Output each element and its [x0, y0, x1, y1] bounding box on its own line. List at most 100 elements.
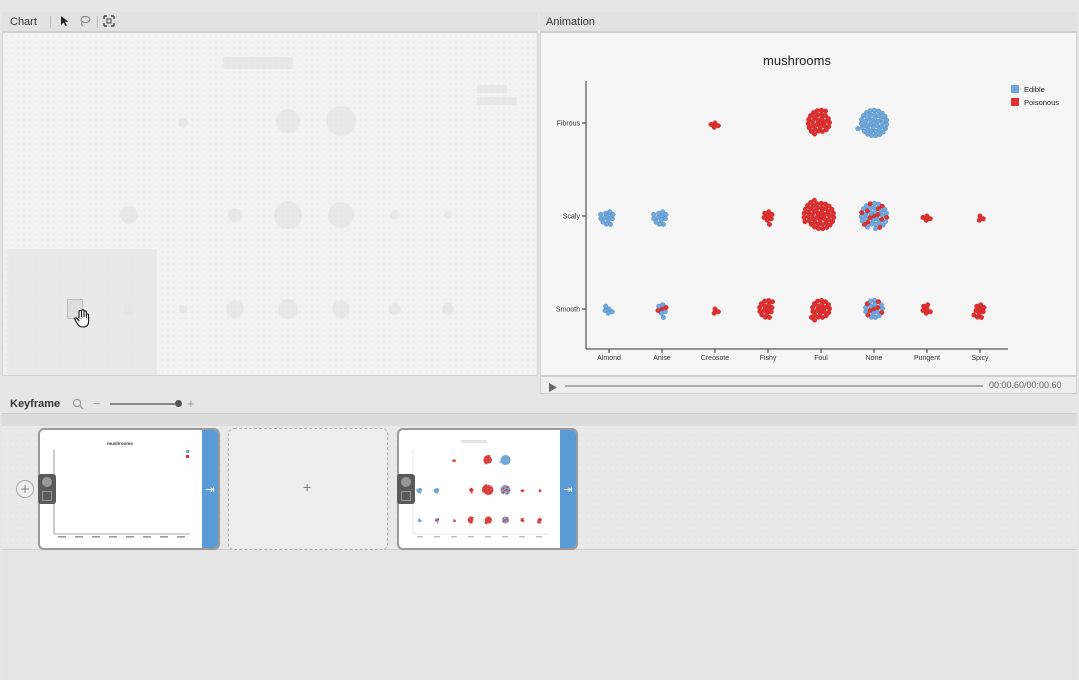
data-point — [660, 314, 666, 320]
data-point — [507, 492, 510, 494]
play-icon[interactable] — [548, 380, 558, 398]
data-point — [867, 201, 873, 207]
data-point — [808, 221, 814, 227]
data-point — [598, 211, 604, 217]
data-point — [469, 516, 471, 519]
data-point — [484, 461, 487, 464]
data-point — [490, 492, 493, 494]
add-track-button[interactable] — [16, 480, 34, 498]
data-point — [805, 214, 811, 220]
chart-panel-title: Chart — [10, 16, 37, 28]
x-tick-label: Spicy — [971, 355, 989, 362]
data-point — [486, 516, 489, 519]
playback-time: 00:00.60/00:00.60 — [989, 380, 1062, 390]
data-point — [855, 126, 861, 132]
data-point — [663, 305, 669, 311]
data-point — [486, 486, 489, 489]
keyframe-1[interactable]: mushrooms ⇥ — [38, 428, 220, 550]
keyframe-1-transition-icon[interactable]: ⇥ — [202, 430, 218, 548]
data-point — [766, 209, 772, 215]
keyframe-panel-header: Keyframe − + — [2, 394, 1077, 414]
data-point — [976, 217, 982, 223]
chart-canvas[interactable] — [2, 32, 538, 376]
data-point — [436, 517, 439, 520]
data-clusters — [598, 107, 987, 323]
data-point — [801, 210, 807, 216]
timeline-track[interactable] — [565, 385, 983, 387]
data-point — [814, 121, 820, 127]
data-point — [808, 206, 814, 212]
data-point — [880, 222, 886, 228]
data-point — [827, 306, 833, 312]
legend-label-edible: Edible — [1024, 85, 1045, 94]
data-point — [805, 121, 811, 127]
legend: Edible Poisonous — [1011, 85, 1059, 107]
keyframe-panel-title: Keyframe — [10, 398, 61, 410]
data-point — [490, 519, 493, 521]
empty-area — [2, 550, 1077, 680]
data-point — [883, 126, 889, 132]
data-point — [508, 488, 511, 490]
data-point — [536, 521, 539, 523]
select-arrow-icon[interactable] — [58, 15, 72, 29]
animation-panel-header: Animation — [540, 12, 1077, 32]
data-point — [506, 485, 508, 487]
zoom-out-button[interactable]: − — [93, 396, 101, 411]
data-point — [505, 463, 507, 466]
data-point — [827, 222, 833, 228]
keyframe-2[interactable]: ⇥ — [397, 428, 578, 550]
data-point — [418, 518, 420, 520]
keyframe-1-handle[interactable] — [38, 474, 56, 504]
data-point — [868, 133, 874, 139]
lasso-icon[interactable] — [78, 15, 92, 29]
zoom-slider-handle[interactable] — [175, 400, 182, 407]
data-point — [501, 486, 503, 489]
keyframe-2-handle[interactable] — [397, 474, 415, 504]
add-keyframe-icon: + — [303, 479, 312, 495]
zoom-search-icon[interactable] — [72, 397, 84, 417]
data-point — [485, 522, 488, 525]
data-point — [507, 455, 510, 458]
data-point — [806, 125, 812, 131]
data-point — [486, 493, 489, 495]
legend-swatch-poisonous — [1011, 98, 1019, 106]
zoom-slider-track[interactable] — [110, 403, 180, 405]
data-point — [436, 521, 439, 524]
data-point — [876, 201, 882, 207]
data-point — [484, 521, 487, 524]
data-point — [417, 519, 420, 522]
data-point — [971, 312, 977, 318]
data-point — [501, 456, 503, 459]
fit-icon[interactable] — [102, 15, 116, 29]
data-point — [486, 459, 488, 462]
data-point — [812, 131, 818, 137]
data-point — [663, 212, 669, 218]
data-point — [830, 210, 836, 216]
data-point — [503, 463, 506, 465]
data-point — [865, 224, 871, 230]
data-point — [470, 491, 473, 494]
data-point — [500, 489, 503, 492]
data-point — [508, 458, 511, 460]
x-tick-label: None — [866, 355, 883, 362]
x-tick-label: Almond — [597, 355, 621, 362]
data-point — [802, 219, 808, 225]
data-point — [823, 127, 829, 133]
data-point — [507, 462, 510, 464]
chart-panel-header: Chart — [2, 12, 538, 32]
data-point — [605, 310, 611, 316]
data-point — [520, 489, 523, 492]
data-point — [453, 460, 455, 463]
legend-label-poisonous: Poisonous — [1024, 98, 1059, 107]
data-point — [978, 302, 984, 308]
data-point — [883, 219, 889, 225]
data-point — [867, 108, 873, 114]
data-point — [503, 489, 506, 492]
data-point — [504, 454, 507, 457]
data-point — [876, 313, 882, 319]
data-point — [471, 516, 474, 519]
add-keyframe-slot[interactable]: + — [228, 428, 388, 550]
data-point — [815, 226, 821, 232]
zoom-in-button[interactable]: + — [187, 396, 195, 411]
keyframe-2-transition-icon[interactable]: ⇥ — [560, 430, 576, 548]
